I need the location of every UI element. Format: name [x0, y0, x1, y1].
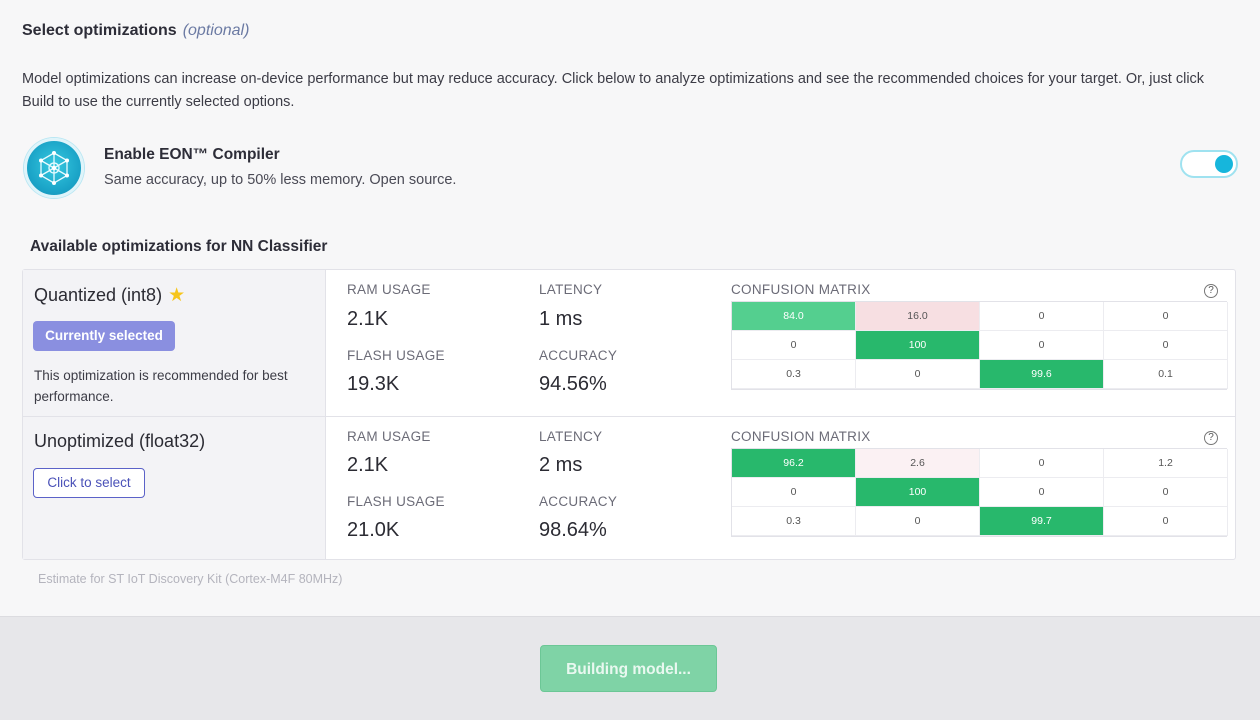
- optimization-name-text: Quantized (int8): [34, 285, 163, 305]
- matrix-cell: 0: [980, 302, 1104, 331]
- ram-usage-label: RAM USAGE: [347, 429, 431, 444]
- eon-compiler-subtitle: Same accuracy, up to 50% less memory. Op…: [104, 172, 457, 188]
- confusion-matrix: 96.2 2.6 0 1.2 0 100 0 0 0.3 0 99.7 0: [731, 448, 1228, 537]
- confusion-matrix-label: CONFUSION MATRIX: [731, 429, 871, 444]
- matrix-cell: 0: [732, 478, 856, 507]
- matrix-cell: 84.0: [732, 302, 856, 331]
- toggle-knob: [1215, 155, 1233, 173]
- optional-label: (optional): [182, 22, 250, 39]
- section-title: Select optimizations (optional): [22, 22, 249, 40]
- description-text: Model optimizations can increase on-devi…: [22, 71, 1205, 110]
- matrix-cell: 99.7: [980, 507, 1104, 536]
- section-title-text: Select optimizations: [22, 22, 177, 39]
- footer-bar: Building model...: [0, 616, 1260, 720]
- confusion-matrix-label: CONFUSION MATRIX: [731, 282, 871, 297]
- matrix-cell: 0: [1104, 331, 1228, 360]
- matrix-cell: 0: [980, 331, 1104, 360]
- estimate-note: Estimate for ST IoT Discovery Kit (Corte…: [38, 572, 343, 586]
- matrix-cell: 0: [1104, 478, 1228, 507]
- matrix-cell: 0.3: [732, 360, 856, 389]
- recommendation-note: This optimization is recommended for bes…: [34, 368, 288, 404]
- build-button[interactable]: Building model...: [540, 645, 717, 692]
- optimization-summary: Unoptimized (float32) Click to select: [23, 417, 326, 559]
- latency-label: LATENCY: [539, 429, 603, 444]
- optimization-row-unoptimized: Unoptimized (float32) Click to select RA…: [23, 417, 1235, 559]
- matrix-cell: 2.6: [856, 449, 980, 478]
- matrix-cell: 0: [1104, 507, 1228, 536]
- matrix-cell: 100: [856, 331, 980, 360]
- optimization-name: Quantized (int8) ★: [34, 284, 185, 307]
- accuracy-value: 94.56%: [539, 373, 607, 395]
- latency-value: 1 ms: [539, 308, 583, 330]
- matrix-cell: 0: [732, 331, 856, 360]
- latency-label: LATENCY: [539, 282, 603, 297]
- matrix-cell: 0: [1104, 302, 1228, 331]
- confusion-matrix: 84.0 16.0 0 0 0 100 0 0 0.3 0 99.6 0.1: [731, 301, 1228, 390]
- optimizations-table: Quantized (int8) ★ Currently selected Thi…: [22, 269, 1236, 560]
- matrix-cell: 0: [856, 360, 980, 389]
- ram-usage-label: RAM USAGE: [347, 282, 431, 297]
- eon-compiler-title: Enable EON™ Compiler: [104, 146, 280, 163]
- matrix-cell: 1.2: [1104, 449, 1228, 478]
- matrix-cell: 16.0: [856, 302, 980, 331]
- eon-compiler-logo-icon: [24, 138, 84, 198]
- available-optimizations-title: Available optimizations for NN Classifie…: [30, 238, 328, 255]
- flash-usage-label: FLASH USAGE: [347, 494, 445, 509]
- star-icon: ★: [168, 285, 186, 306]
- optimization-name: Unoptimized (float32): [34, 431, 206, 451]
- help-circle-icon[interactable]: ?: [1204, 431, 1218, 445]
- eon-compiler-row: Enable EON™ Compiler Same accuracy, up t…: [24, 138, 1238, 200]
- matrix-cell: 96.2: [732, 449, 856, 478]
- matrix-cell: 100: [856, 478, 980, 507]
- ram-usage-value: 2.1K: [347, 308, 389, 330]
- flash-usage-label: FLASH USAGE: [347, 348, 445, 363]
- eon-compiler-toggle[interactable]: [1180, 150, 1238, 178]
- accuracy-value: 98.64%: [539, 519, 607, 541]
- accuracy-label: ACCURACY: [539, 494, 618, 509]
- flash-usage-value: 19.3K: [347, 373, 400, 395]
- matrix-cell: 0: [980, 478, 1104, 507]
- matrix-cell: 0: [856, 507, 980, 536]
- optimization-summary: Quantized (int8) ★ Currently selected Thi…: [23, 270, 326, 416]
- accuracy-label: ACCURACY: [539, 348, 618, 363]
- latency-value: 2 ms: [539, 454, 583, 476]
- ram-usage-value: 2.1K: [347, 454, 389, 476]
- currently-selected-button[interactable]: Currently selected: [33, 321, 175, 351]
- matrix-cell: 0: [980, 449, 1104, 478]
- matrix-cell: 0.3: [732, 507, 856, 536]
- matrix-cell: 99.6: [980, 360, 1104, 389]
- matrix-cell: 0.1: [1104, 360, 1228, 389]
- flash-usage-value: 21.0K: [347, 519, 400, 541]
- click-to-select-button[interactable]: Click to select: [33, 468, 145, 498]
- optimization-row-quantized: Quantized (int8) ★ Currently selected Thi…: [23, 270, 1235, 417]
- help-circle-icon[interactable]: ?: [1204, 284, 1218, 298]
